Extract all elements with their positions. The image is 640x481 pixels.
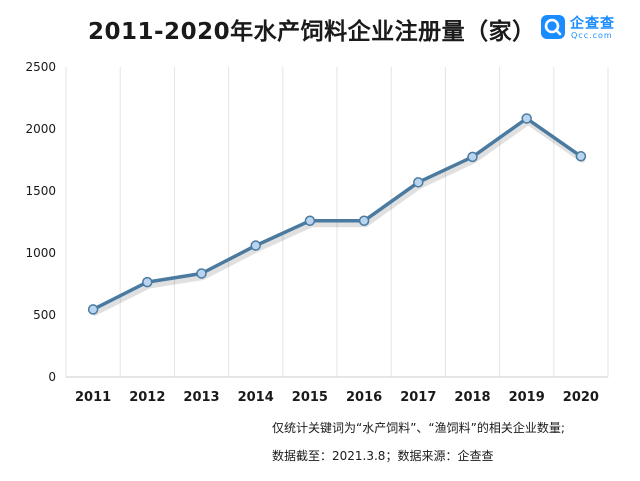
data-point xyxy=(358,215,370,227)
data-point xyxy=(575,151,587,162)
data-point xyxy=(521,113,532,124)
qcc-logo-icon xyxy=(541,15,565,39)
series-line xyxy=(91,116,583,312)
x-tick-label: 2013 xyxy=(183,390,219,405)
y-axis: 0 500 1000 1500 2000 2500 xyxy=(25,60,56,384)
qcc-logo: 企查查 Qcc.com xyxy=(540,12,630,46)
series-layer xyxy=(87,113,587,316)
x-tick-label: 2014 xyxy=(238,390,274,405)
grid-lines xyxy=(65,67,609,378)
y-tick-label: 2000 xyxy=(25,122,56,136)
x-tick-label: 2018 xyxy=(454,390,490,405)
chart-title: 2011-2020年水产饲料企业注册量（家） xyxy=(88,19,536,45)
x-tick-label: 2017 xyxy=(400,390,436,405)
data-point xyxy=(87,304,99,315)
y-tick-label: 0 xyxy=(48,370,56,384)
x-axis: 2011 2012 2013 2014 2015 2016 2017 2018 2019 2020 xyxy=(75,390,599,405)
y-tick-label: 2500 xyxy=(25,60,56,74)
logo-name: 企查查 xyxy=(570,16,615,32)
y-tick-label: 500 xyxy=(33,308,56,322)
y-tick-label: 1000 xyxy=(25,246,56,260)
x-tick-label: 2020 xyxy=(563,390,599,405)
x-tick-label: 2019 xyxy=(509,390,545,405)
footnote-source: 数据截至：2021.3.8；数据来源：企查查 xyxy=(272,449,494,463)
data-point xyxy=(196,268,207,279)
data-point xyxy=(413,177,424,188)
chart-header: 2011-2020年水产饲料企业注册量（家） 企查查 Qcc.com xyxy=(0,0,640,60)
x-tick-label: 2012 xyxy=(129,390,165,405)
chart-area: 0 500 1000 1500 2000 2500 2011 2012 2013 2014 201… xyxy=(0,55,640,410)
data-point xyxy=(304,215,316,227)
footnote-scope: 仅统计关键词为“水产饲料”、“渔饲料”的相关企业数量; xyxy=(272,421,565,435)
data-point xyxy=(467,151,478,163)
logo-domain: Qcc.com xyxy=(571,31,613,40)
series-line-shadow xyxy=(92,120,585,316)
y-tick-label: 1500 xyxy=(25,184,56,198)
data-point xyxy=(250,240,261,251)
x-tick-label: 2015 xyxy=(292,390,328,405)
data-point xyxy=(142,276,153,288)
x-tick-label: 2016 xyxy=(346,390,382,405)
x-tick-label: 2011 xyxy=(75,390,111,405)
